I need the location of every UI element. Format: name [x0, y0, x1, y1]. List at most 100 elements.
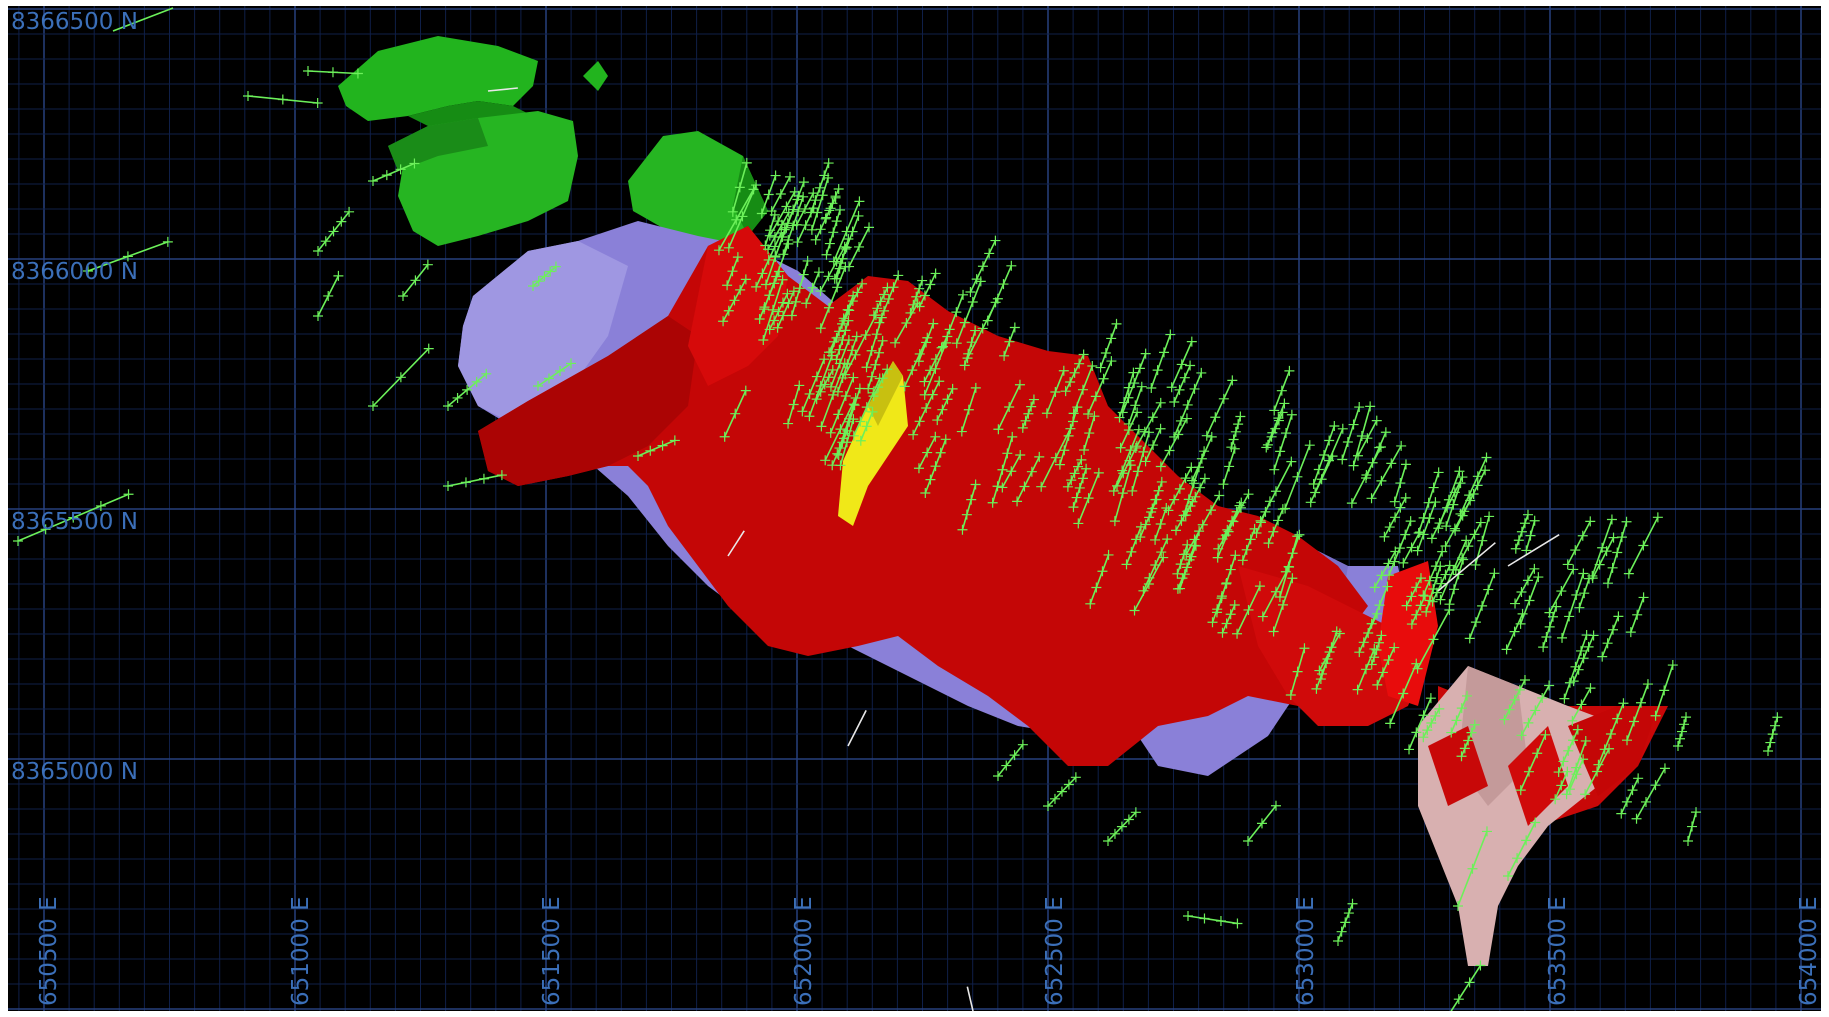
- drill-sample-marker: [1342, 437, 1353, 448]
- drill-sample-marker: [1434, 703, 1445, 714]
- drill-sample-marker: [1020, 415, 1031, 426]
- drill-sample-marker: [1050, 452, 1061, 463]
- drill-sample-marker: [1571, 769, 1582, 780]
- drill-sample-marker: [1276, 385, 1287, 396]
- drill-sample-marker: [1578, 568, 1589, 579]
- drill-sample-marker: [1577, 530, 1588, 541]
- yellow-solid[interactable]: [838, 361, 908, 526]
- drill-sample-marker: [1592, 766, 1603, 777]
- drill-sample-marker: [839, 428, 850, 439]
- map-scene[interactable]: [8, 6, 1821, 1011]
- drill-sample-marker: [1516, 526, 1527, 537]
- drill-sample-marker: [1576, 699, 1587, 710]
- drill-sample-marker: [1287, 573, 1298, 584]
- drill-sample-marker: [1380, 427, 1391, 438]
- drill-sample-marker: [817, 190, 828, 201]
- drill-sample-marker: [1553, 767, 1564, 778]
- drill-sample-marker: [1522, 509, 1533, 520]
- drill-sample-marker: [966, 494, 977, 505]
- drill-sample-marker: [756, 208, 767, 219]
- drill-sample-marker: [1559, 693, 1570, 704]
- northing-label-8365500: 8365500 N: [11, 509, 138, 535]
- drill-sample-marker: [1363, 627, 1374, 638]
- drill-sample-marker: [1131, 441, 1142, 452]
- drill-sample-marker: [1034, 451, 1045, 462]
- drill-sample-marker: [727, 206, 738, 217]
- drill-sample-marker: [997, 482, 1008, 493]
- drill-sample-marker: [1628, 716, 1639, 727]
- drill-sample-marker: [775, 188, 786, 199]
- drill-sample-marker: [1041, 408, 1052, 419]
- drill-sample-marker: [1216, 591, 1227, 602]
- drill-sample-marker: [925, 279, 936, 290]
- drill-sample-marker: [1333, 936, 1343, 946]
- drill-trace: [844, 314, 877, 375]
- drill-sample-marker: [1215, 915, 1226, 926]
- drill-sample-marker: [1604, 743, 1615, 754]
- drill-sample-marker: [1267, 427, 1278, 438]
- drill-sample-marker: [814, 182, 825, 193]
- drill-sample-marker: [1587, 570, 1598, 581]
- drill-sample-marker: [1109, 516, 1120, 527]
- drill-sample-marker: [1606, 514, 1617, 525]
- drill-trace: [1450, 965, 1482, 1011]
- drill-sample-marker: [1389, 496, 1400, 507]
- drill-sample-marker: [1372, 608, 1383, 619]
- drill-sample-marker: [834, 443, 845, 454]
- green-solid[interactable]: [338, 36, 768, 246]
- drill-sample-marker: [1437, 546, 1448, 557]
- drill-sample-marker: [797, 406, 808, 417]
- drill-sample-marker: [874, 373, 885, 384]
- drill-sample-marker: [1481, 452, 1492, 463]
- drill-sample-marker: [877, 335, 888, 346]
- drill-sample-marker: [867, 406, 878, 417]
- drill-sample-marker: [800, 220, 811, 231]
- drill-sample-marker: [944, 324, 955, 335]
- drill-sample-marker: [1189, 383, 1200, 394]
- white-traces: [487, 87, 1560, 1011]
- drill-sample-marker: [1225, 609, 1236, 620]
- drill-sample-marker: [833, 184, 844, 195]
- drill-sample-marker: [1243, 604, 1254, 615]
- white-trace: [847, 709, 867, 747]
- drill-sample-marker: [1683, 836, 1693, 846]
- drill-sample-marker: [760, 240, 771, 251]
- drill-sample-marker: [1622, 735, 1632, 746]
- drill-sample-marker: [798, 269, 809, 280]
- drill-sample-marker: [1123, 814, 1134, 825]
- drill-sample-marker: [1173, 429, 1184, 440]
- drill-sample-marker: [1009, 750, 1020, 761]
- drill-sample-marker: [1002, 448, 1013, 459]
- drill-sample-marker: [1384, 570, 1395, 581]
- drill-sample-marker: [875, 296, 886, 307]
- drill-sample-marker: [1523, 717, 1534, 728]
- drill-sample-marker: [1691, 807, 1702, 818]
- drill-sample-marker: [1130, 442, 1141, 453]
- drill-sample-marker: [1616, 808, 1627, 819]
- drill-trace: [767, 212, 790, 250]
- drill-sample-marker: [1026, 466, 1037, 477]
- drill-sample-marker: [1114, 412, 1125, 423]
- drill-sample-marker: [774, 266, 785, 277]
- drill-sample-marker: [1396, 440, 1407, 451]
- drill-sample-marker: [773, 216, 784, 227]
- drill-sample-marker: [460, 477, 471, 488]
- drill-sample-marker: [323, 290, 334, 301]
- drill-sample-marker: [1161, 503, 1172, 514]
- drill-sample-marker: [452, 392, 463, 403]
- map-viewport[interactable]: 8366500 N 8366000 N 8365500 N 8365000 N …: [8, 6, 1821, 1011]
- drill-sample-marker: [870, 359, 881, 370]
- drill-sample-marker: [1585, 516, 1596, 527]
- drill-sample-marker: [855, 435, 866, 446]
- drill-sample-marker: [1374, 600, 1385, 611]
- drill-sample-marker: [843, 234, 854, 245]
- drill-sample-marker: [1050, 387, 1061, 398]
- drill-sample-marker: [959, 360, 970, 371]
- drill-sample-marker: [1469, 529, 1480, 540]
- drill-sample-marker: [1428, 634, 1439, 645]
- drill-trace: [1116, 447, 1137, 487]
- drill-sample-marker: [1098, 373, 1109, 384]
- drill-sample-marker: [1225, 564, 1236, 575]
- drill-sample-marker: [1007, 431, 1018, 442]
- drill-sample-marker: [854, 196, 865, 207]
